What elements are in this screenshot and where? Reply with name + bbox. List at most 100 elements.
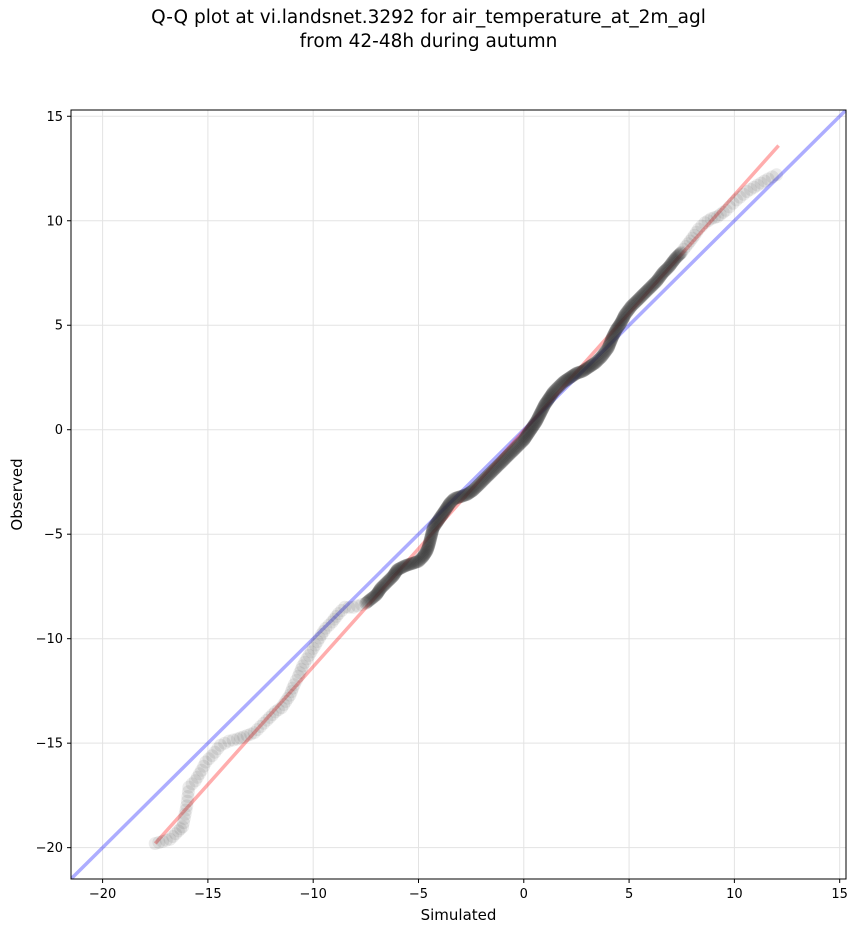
quantile-point (367, 590, 381, 604)
x-axis-label: Simulated (421, 906, 497, 924)
quantile-point (522, 425, 536, 439)
quantile-point (463, 485, 477, 499)
quantile-point (438, 504, 451, 518)
quantile-point (622, 303, 635, 317)
quantile-point (473, 477, 487, 491)
quantile-point (466, 483, 480, 497)
quantile-point (572, 366, 586, 379)
quantile-point (690, 225, 703, 239)
axis-ticks: −20 −15 −10 −5 0 5 10 15 −20 −15 −10 −5 0 5 10 15 (36, 110, 848, 902)
quantile-point (526, 420, 540, 434)
quantile-point (637, 287, 651, 301)
quantile-point (529, 415, 543, 429)
quantile-point (619, 307, 633, 321)
quantile-point (381, 574, 395, 588)
y-tick-label: 5 (55, 319, 63, 334)
quantile-point (372, 584, 386, 598)
quantile-point (315, 628, 329, 641)
quantile-point (655, 267, 669, 281)
quantile-point (277, 698, 291, 711)
quantile-point (479, 471, 493, 485)
quantile-point (495, 455, 509, 469)
quantile-point (589, 355, 603, 369)
quantile-point (230, 732, 244, 746)
quantile-point (355, 598, 369, 612)
quantile-point (569, 366, 583, 380)
quantile-point (539, 396, 553, 410)
quantile-point (335, 604, 349, 617)
quantile-point (683, 234, 697, 248)
quantile-point (332, 607, 345, 621)
quantile-point (417, 548, 431, 562)
quantile-point (504, 446, 518, 460)
quantile-point (368, 589, 382, 603)
quantile-point (555, 377, 569, 391)
quantile-point (553, 379, 567, 393)
quantile-point (730, 193, 743, 207)
quantile-point (373, 583, 387, 597)
quantile-point (587, 357, 601, 370)
chart-title-line-1: Q-Q plot at vi.landsnet.3292 for air_tem… (151, 7, 706, 28)
quantile-point (596, 348, 610, 362)
quantile-point (471, 479, 484, 493)
quantile-point (545, 387, 559, 401)
quantile-point (284, 685, 298, 699)
quantile-point (422, 539, 436, 553)
quantile-point (483, 467, 497, 481)
quantile-point (600, 342, 614, 356)
quantile-point (585, 358, 599, 372)
quantile-point (426, 522, 440, 536)
quantile-point (594, 351, 608, 365)
quantile-point (197, 759, 211, 773)
quantile-point (658, 264, 672, 278)
quantile-point (360, 595, 374, 609)
quantile-point (218, 736, 232, 750)
quantile-point (660, 262, 674, 276)
quantile-point (576, 364, 590, 378)
quantile-point (616, 313, 629, 327)
quantile-point (180, 799, 194, 813)
quantile-point (492, 458, 505, 472)
quantile-point (657, 265, 671, 279)
quantile-point (435, 507, 449, 521)
quantile-point (673, 247, 687, 261)
quantile-point (389, 565, 403, 579)
quantile-point (687, 228, 701, 242)
grid (71, 110, 846, 879)
quantile-point (382, 573, 396, 587)
quantile-point (437, 505, 451, 519)
quantile-point (608, 326, 622, 340)
quantile-point (430, 516, 444, 530)
quantile-point (559, 373, 573, 387)
quantile-point (548, 383, 562, 397)
quantile-point (438, 503, 452, 517)
quantile-point (549, 382, 563, 396)
quantile-point (532, 408, 546, 422)
quantile-point (166, 830, 180, 843)
quantile-point (542, 391, 556, 405)
quantile-point (388, 567, 402, 581)
quantile-point (592, 353, 605, 367)
quantile-point (462, 486, 476, 500)
quantile-point (667, 254, 681, 268)
quantile-point (575, 365, 588, 379)
quantile-point (758, 174, 772, 188)
quantile-point (234, 731, 247, 745)
quantile-point (488, 461, 502, 475)
quantile-point (308, 638, 322, 652)
quantile-point (520, 429, 534, 443)
quantile-point (626, 297, 640, 311)
quantile-point (613, 317, 627, 331)
quantile-point (634, 290, 648, 304)
quantile-point (451, 490, 465, 504)
quantile-point (275, 701, 289, 715)
quantile-point (484, 466, 498, 480)
quantile-point (648, 275, 662, 289)
quantile-point (403, 557, 417, 571)
quantile-point (442, 498, 456, 512)
quantile-point (518, 432, 531, 446)
quantile-point (240, 729, 254, 742)
quantile-point (615, 314, 629, 328)
quantile-point (547, 384, 561, 398)
identity-line (71, 110, 846, 879)
